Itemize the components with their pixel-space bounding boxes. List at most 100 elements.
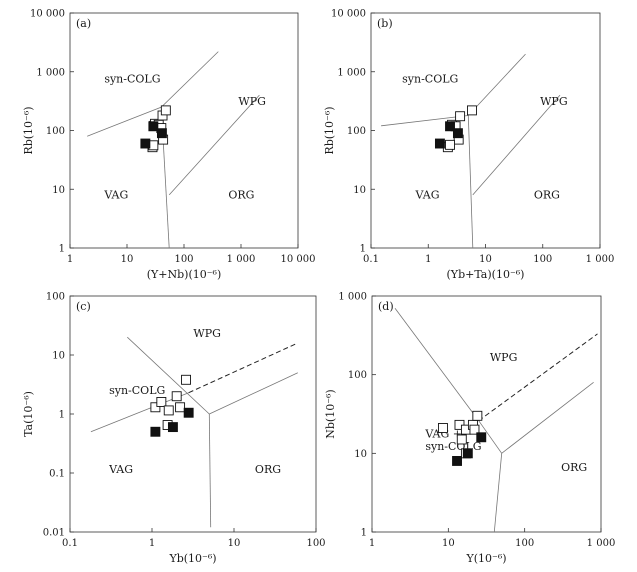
open-square-point <box>467 105 477 116</box>
field-boundary-line <box>468 53 526 116</box>
x-tick-label: 1 000 <box>586 254 615 265</box>
field-label: VAG + <box>424 427 462 440</box>
open-square-point <box>181 374 191 385</box>
field-label: VAG <box>108 463 133 476</box>
field-label: WPG <box>490 351 518 364</box>
field-boundary-line <box>127 336 210 415</box>
dashed-boundary-line <box>188 342 299 394</box>
open-square-point <box>455 111 466 122</box>
field-label: WPG <box>540 95 568 108</box>
field-label: syn-COLG <box>425 440 481 453</box>
field-label: ORG <box>228 188 254 201</box>
y-tick-label: 10 <box>52 351 65 362</box>
open-square-point <box>171 391 182 402</box>
field-label: syn-COLG <box>109 384 165 397</box>
y-tick-label: 1 000 <box>338 292 367 303</box>
x-tick-label: 0.1 <box>62 538 78 549</box>
panel-label: (c) <box>76 300 91 313</box>
filled-square-point <box>150 426 161 437</box>
x-tick-label: 1 <box>369 538 375 549</box>
field-label: ORG <box>255 463 281 476</box>
plot-frame <box>370 12 601 249</box>
panel-a: 1 10 100 1 000 10 000 1 10 100 1 000 10 000 (Y+Nb)… <box>22 9 316 282</box>
plot-frame <box>69 12 299 249</box>
filled-square-point <box>167 422 178 433</box>
plot-frame <box>371 295 602 533</box>
open-square-point <box>150 402 161 413</box>
filled-square-point <box>476 432 487 443</box>
x-tick-label: 10 <box>479 254 492 265</box>
panel-label: (b) <box>377 17 393 30</box>
y-tick-label: 1 <box>59 244 65 255</box>
filled-square-point <box>183 407 194 418</box>
x-tick-label: 1 <box>149 538 155 549</box>
y-tick-label: 100 <box>46 292 65 303</box>
open-square-point <box>156 397 167 407</box>
field-label: WPG <box>238 95 266 108</box>
field-label: VAG <box>415 188 440 201</box>
filled-square-point <box>156 128 167 139</box>
field-boundary-line <box>209 372 298 415</box>
open-square-point <box>163 405 174 416</box>
y-tick-label: 100 <box>347 126 366 137</box>
x-axis-title: Yb(10⁻⁶) <box>168 552 216 565</box>
y-axis-title: Rb(10⁻⁶) <box>22 106 35 154</box>
x-tick-label: 100 <box>515 538 534 549</box>
field-boundary-line <box>467 115 474 249</box>
y-tick-label: 10 000 <box>331 9 366 20</box>
y-tick-label: 1 <box>361 528 367 539</box>
y-tick-label: 1 <box>59 410 65 421</box>
panel-d: 1 10 100 1 000 1 10 100 1 000 Y(10⁻⁶) Nb(10⁻⁶) (d)… <box>324 292 615 566</box>
field-boundary-line <box>381 115 469 127</box>
x-tick-label: 10 <box>442 538 455 549</box>
y-axis-title: Nb(10⁻⁶) <box>324 389 337 438</box>
filled-square-point <box>452 128 463 139</box>
y-axis-title: Rb(10⁻⁶) <box>323 106 336 154</box>
filled-square-point <box>140 138 151 149</box>
filled-square-point <box>452 456 462 466</box>
x-tick-label: 100 <box>533 254 552 265</box>
y-tick-label: 10 000 <box>30 9 65 20</box>
field-boundary-line <box>493 453 503 533</box>
y-tick-label: 10 <box>353 185 366 196</box>
x-tick-label: 1 <box>425 254 431 265</box>
filled-square-point <box>445 121 455 132</box>
x-axis-title: (Y+Nb)(10⁻⁶) <box>147 268 222 281</box>
x-axis-title: (Yb+Ta)(10⁻⁶) <box>447 268 525 281</box>
open-square-point <box>437 423 448 433</box>
x-tick-label: 100 <box>306 538 325 549</box>
field-boundary-line <box>168 94 260 196</box>
field-boundary-line <box>208 413 212 528</box>
x-tick-label: 0.1 <box>363 254 379 265</box>
x-tick-label: 1 000 <box>227 254 256 265</box>
x-tick-label: 10 000 <box>281 254 316 265</box>
dashed-boundary-line <box>478 333 598 422</box>
field-boundary-line <box>472 94 561 196</box>
panel-c: 0.1 1 10 1000.010.1110100Yb(10⁻⁶)Ta(10⁻⁶)(c… <box>22 292 326 566</box>
field-boundary-line <box>394 307 480 421</box>
y-tick-label: 10 <box>52 185 65 196</box>
open-square-point <box>445 139 455 150</box>
panel-label: (a) <box>76 17 91 30</box>
open-square-point <box>469 424 480 435</box>
y-tick-label: 0.01 <box>43 528 65 539</box>
field-label: ORG <box>561 461 587 474</box>
filled-square-point <box>148 121 159 132</box>
filled-square-point <box>434 138 445 149</box>
open-square-point <box>160 105 171 116</box>
y-tick-label: 0.1 <box>49 469 65 480</box>
y-axis-title: Ta(10⁻⁶) <box>22 391 35 437</box>
x-axis-title: Y(10⁻⁶) <box>465 552 506 565</box>
y-tick-label: 100 <box>348 370 367 381</box>
y-tick-label: 1 <box>360 244 366 255</box>
open-square-point <box>472 410 483 421</box>
field-boundary-line <box>478 420 503 454</box>
y-tick-label: 10 <box>354 449 367 460</box>
panel-label: (d) <box>378 300 394 313</box>
y-tick-label: 100 <box>46 126 65 137</box>
field-label: VAG <box>103 188 128 201</box>
x-tick-label: 10 <box>121 254 134 265</box>
field-boundary-line <box>501 381 594 454</box>
